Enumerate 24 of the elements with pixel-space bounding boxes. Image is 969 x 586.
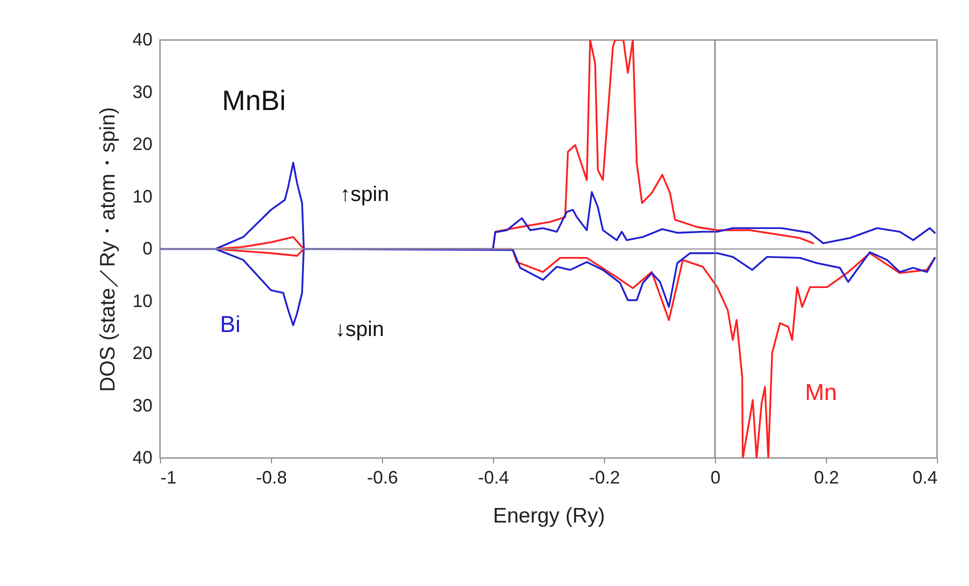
- y-tick-label: 20: [132, 134, 152, 154]
- y-tick-label: 0: [142, 238, 152, 258]
- y-tick-label: 20: [132, 343, 152, 363]
- annotation: ↓spin: [335, 318, 384, 341]
- x-tick-label: 0.4: [912, 468, 938, 488]
- y-tick-label: 40: [132, 30, 152, 50]
- x-tick-label: 0: [710, 468, 721, 488]
- x-tick-label: -0.4: [478, 468, 510, 488]
- annotation: ↑spin: [340, 183, 390, 206]
- annotation: MnBi: [222, 85, 286, 116]
- x-tick-label: -1: [160, 468, 177, 488]
- y-tick-label: 40: [132, 448, 152, 468]
- x-tick-label: 0.2: [814, 468, 840, 488]
- x-tick-label: -0.2: [588, 468, 620, 488]
- series-label: Bi: [220, 311, 240, 337]
- y-tick-label: 30: [132, 82, 152, 102]
- x-axis-title: Energy (Ry): [492, 504, 606, 528]
- x-tick-label: -0.6: [366, 468, 398, 488]
- x-tick-label: -0.8: [256, 468, 288, 488]
- y-tick-label: 30: [132, 395, 152, 416]
- y-axis-title: DOS (state／Ry・atom・spin): [96, 107, 120, 392]
- y-tick-label: 10: [132, 290, 152, 311]
- series-label: Mn: [805, 379, 837, 405]
- y-tick-label: 10: [132, 186, 152, 206]
